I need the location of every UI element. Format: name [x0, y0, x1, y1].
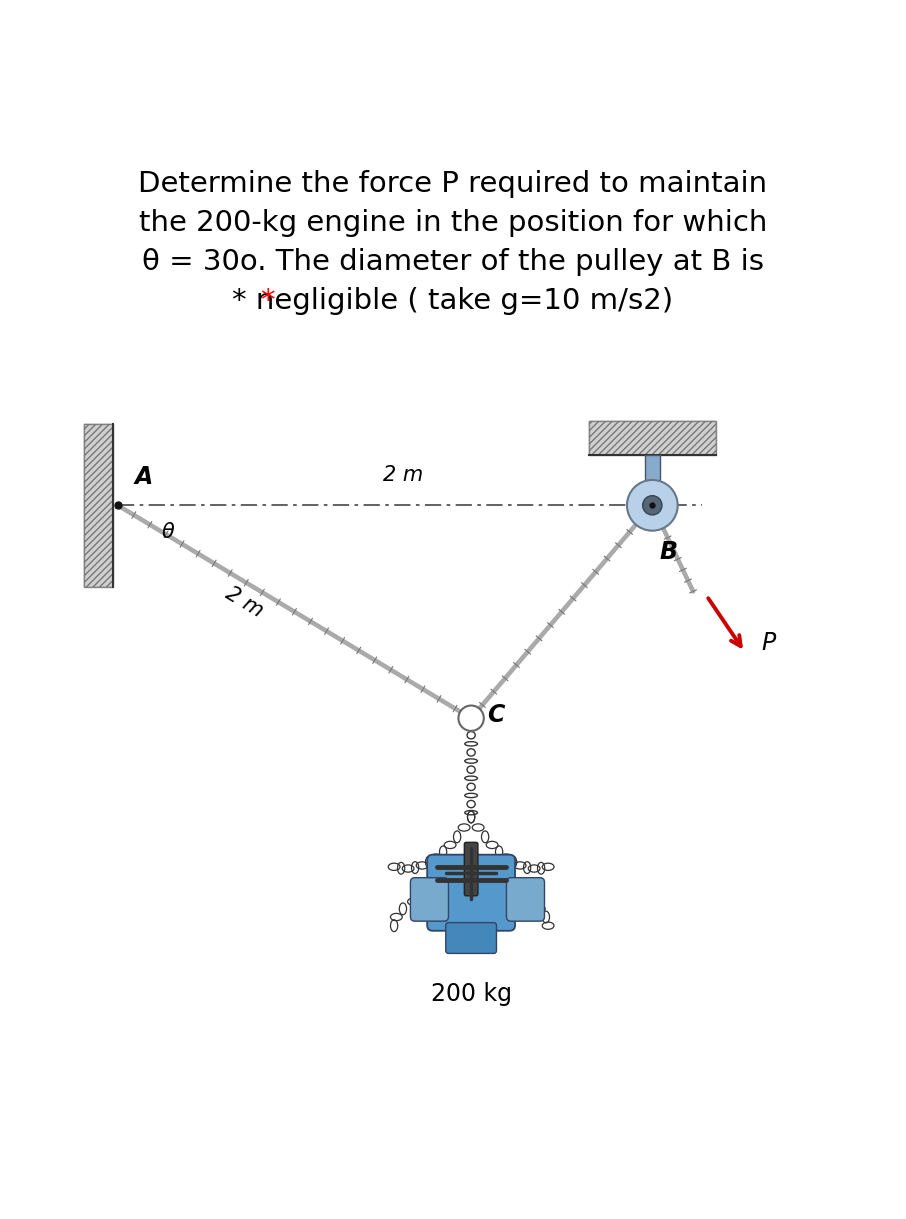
Text: C: C — [487, 702, 505, 727]
FancyBboxPatch shape — [465, 842, 478, 896]
Text: 2 m: 2 m — [222, 584, 267, 622]
Bar — [589, 421, 716, 456]
FancyBboxPatch shape — [410, 878, 448, 922]
Text: 200 kg: 200 kg — [430, 983, 512, 1007]
Text: the 200-kg engine in the position for which: the 200-kg engine in the position for wh… — [139, 208, 767, 236]
Bar — [84, 424, 113, 586]
FancyBboxPatch shape — [506, 878, 545, 922]
Text: P: P — [761, 631, 776, 655]
Text: *: * — [260, 286, 275, 315]
Circle shape — [458, 706, 484, 731]
Text: * negligible ( take g=10 m/s2): * negligible ( take g=10 m/s2) — [233, 286, 673, 315]
Bar — [589, 421, 716, 456]
Text: 2 m: 2 m — [383, 466, 423, 485]
Text: B: B — [660, 540, 678, 563]
Text: θ = 30o. The diameter of the pulley at B is: θ = 30o. The diameter of the pulley at B… — [142, 247, 764, 275]
Bar — [645, 456, 660, 489]
FancyBboxPatch shape — [446, 923, 496, 953]
Text: Determine the force P required to maintain: Determine the force P required to mainta… — [139, 171, 767, 199]
Bar — [84, 424, 113, 586]
Text: θ: θ — [161, 522, 174, 541]
Circle shape — [627, 480, 678, 530]
Text: A: A — [134, 464, 152, 489]
FancyBboxPatch shape — [428, 855, 515, 931]
Circle shape — [642, 496, 662, 514]
